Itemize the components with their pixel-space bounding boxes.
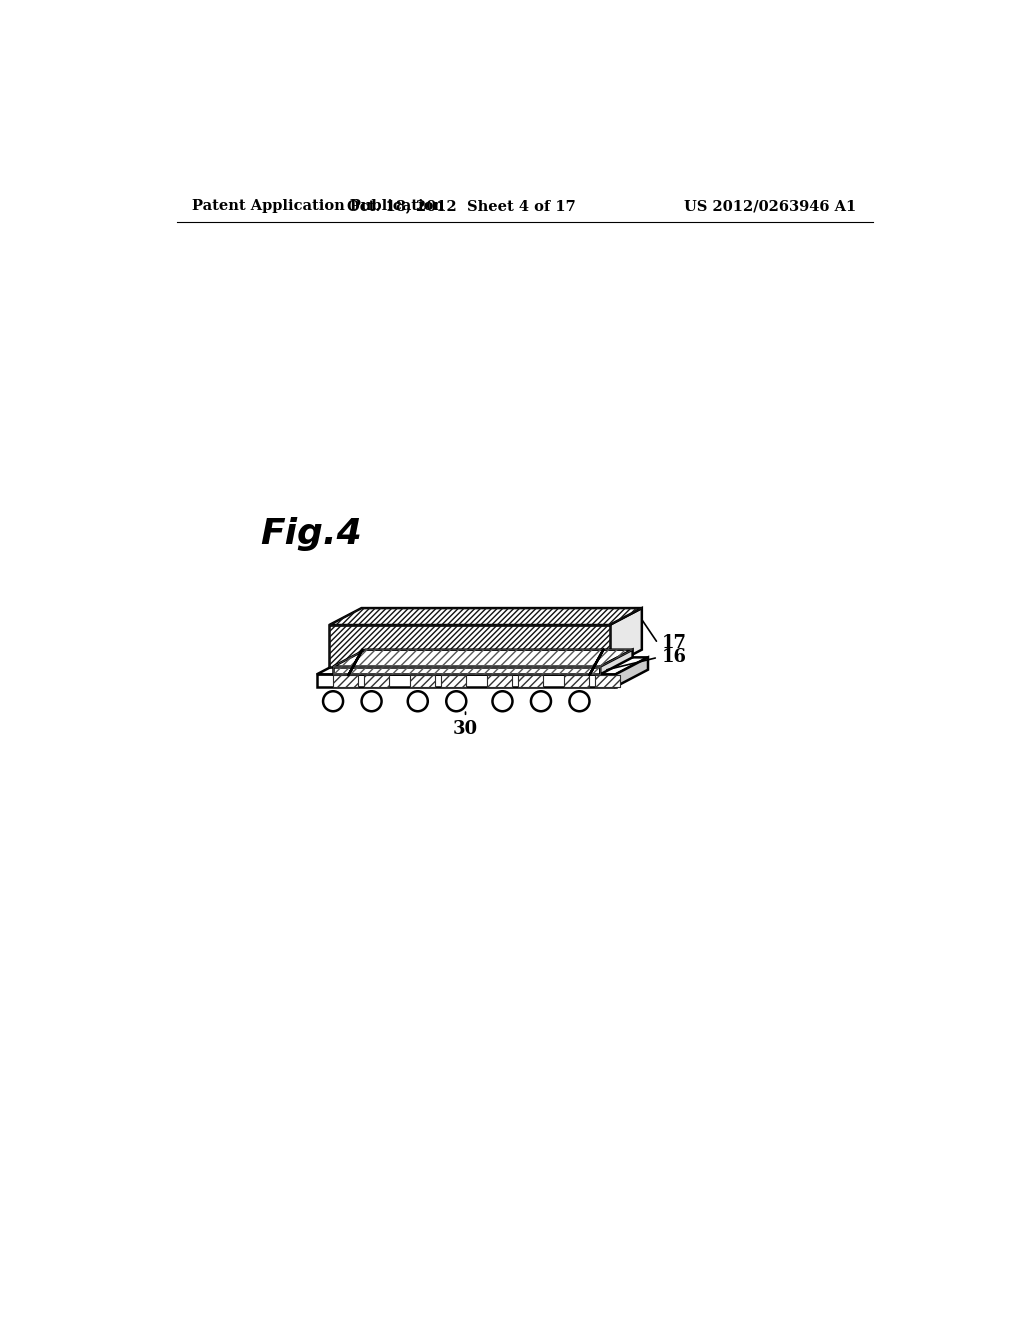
Polygon shape xyxy=(600,649,633,675)
Text: US 2012/0263946 A1: US 2012/0263946 A1 xyxy=(684,199,856,213)
Polygon shape xyxy=(316,675,615,686)
Circle shape xyxy=(569,692,590,711)
Polygon shape xyxy=(333,649,633,667)
Polygon shape xyxy=(615,657,648,686)
Polygon shape xyxy=(333,675,357,686)
Polygon shape xyxy=(441,675,466,686)
Polygon shape xyxy=(330,609,642,626)
Polygon shape xyxy=(595,675,620,686)
Polygon shape xyxy=(330,626,609,667)
Circle shape xyxy=(408,692,428,711)
Circle shape xyxy=(531,692,551,711)
Circle shape xyxy=(361,692,382,711)
Circle shape xyxy=(493,692,512,711)
Text: Patent Application Publication: Patent Application Publication xyxy=(193,199,444,213)
Polygon shape xyxy=(364,675,388,686)
Polygon shape xyxy=(487,675,512,686)
Text: Oct. 18, 2012  Sheet 4 of 17: Oct. 18, 2012 Sheet 4 of 17 xyxy=(347,199,577,213)
Circle shape xyxy=(323,692,343,711)
Polygon shape xyxy=(609,609,642,667)
Circle shape xyxy=(446,692,466,711)
Polygon shape xyxy=(316,657,648,675)
Polygon shape xyxy=(333,667,600,675)
Polygon shape xyxy=(518,675,543,686)
Text: Fig.4: Fig.4 xyxy=(260,517,361,552)
Polygon shape xyxy=(564,675,589,686)
Polygon shape xyxy=(410,675,435,686)
Text: 17: 17 xyxy=(662,635,687,652)
Text: 30: 30 xyxy=(453,721,478,738)
Text: 16: 16 xyxy=(662,648,687,667)
